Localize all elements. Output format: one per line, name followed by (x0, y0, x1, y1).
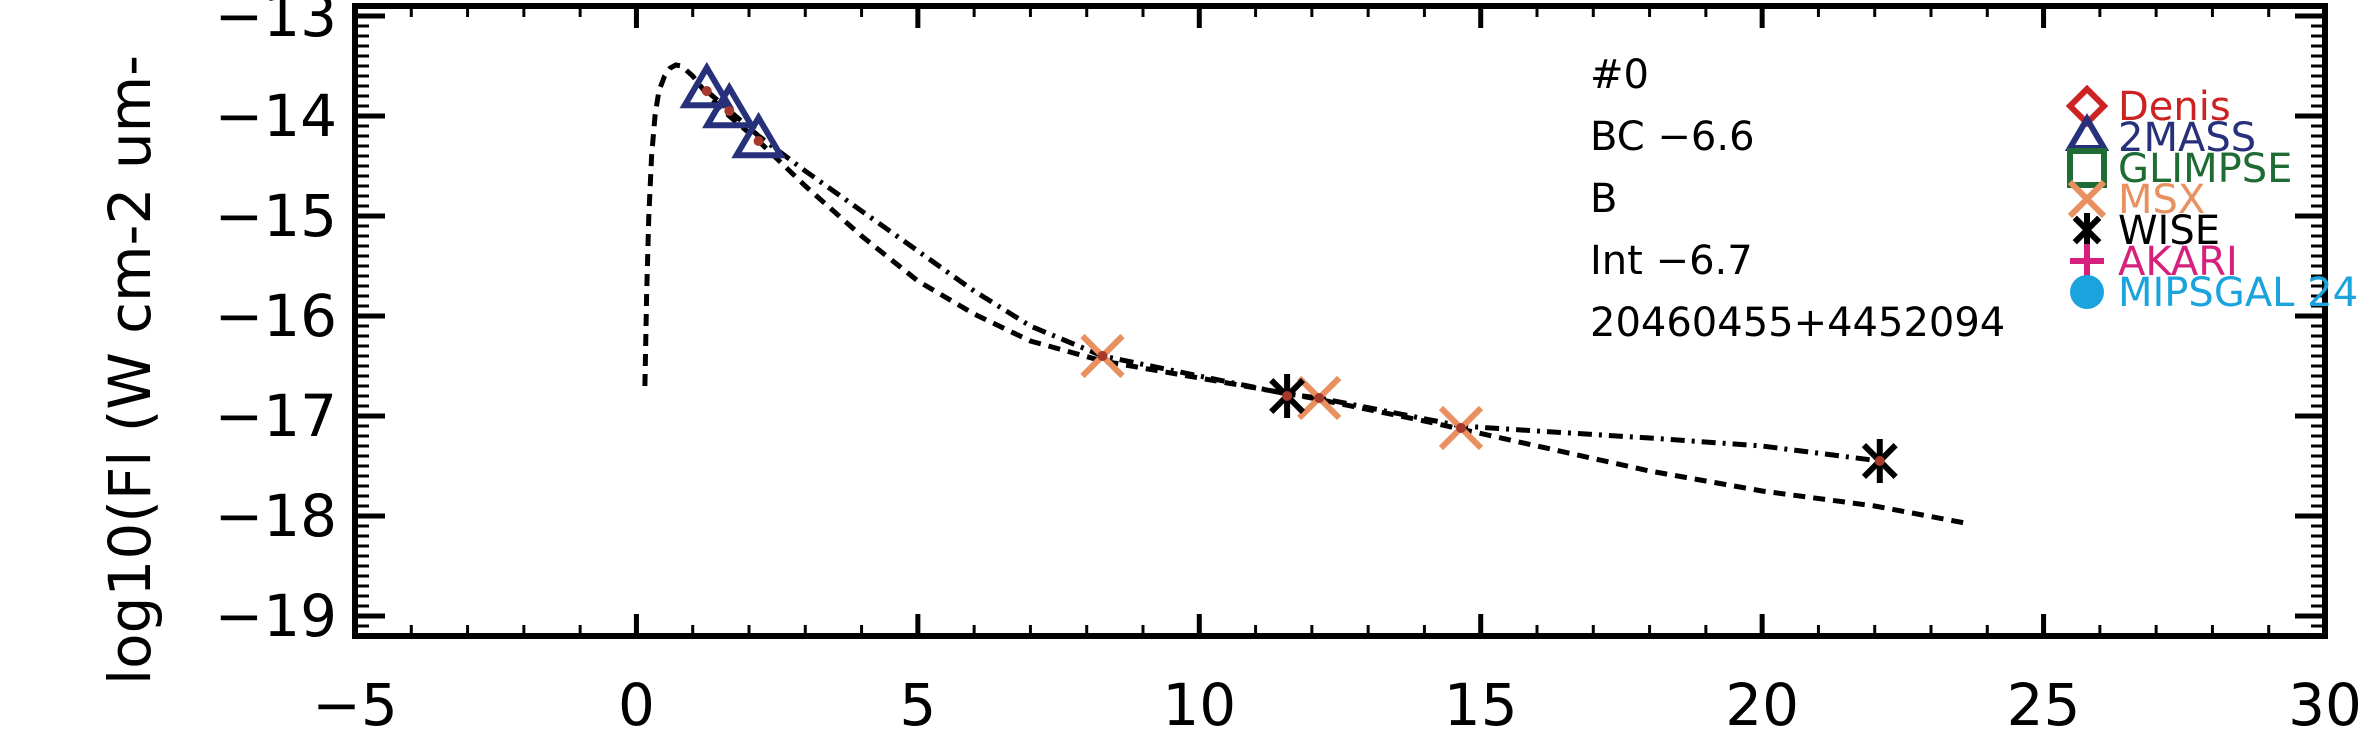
x-tick-label: 30 (2288, 671, 2361, 739)
y-tick-label: −14 (215, 82, 337, 150)
data-point-dot (1456, 423, 1467, 433)
y-tick-label: −17 (215, 382, 337, 450)
annotation-line: #0 (1590, 52, 1649, 98)
data-point-dot (1874, 456, 1885, 466)
legend-wise-symbol (2072, 213, 2102, 247)
legend-label: MSX (2118, 177, 2205, 223)
data-point-dot (1282, 391, 1293, 401)
legend-label: WISE (2118, 208, 2220, 254)
model-curve-dashdot (705, 89, 1881, 464)
y-axis-ticks: −13 −14 −15 −16 −17 −18 −19 (215, 0, 2325, 650)
y-tick-label: −16 (215, 282, 337, 350)
legend-2mass-symbol (2064, 113, 2110, 151)
data-point-dot (701, 86, 712, 96)
plot-frame (352, 3, 2328, 639)
legend-akari-symbol (2070, 244, 2104, 278)
2mass-marker (679, 61, 735, 109)
y-tick-label: −18 (215, 482, 337, 550)
x-tick-label: 5 (899, 671, 936, 739)
data-point-dot (1314, 393, 1325, 403)
x-tick-label: −5 (312, 671, 398, 739)
annotation-line: 20460455+4452094 (1590, 300, 2005, 346)
legend-glimpse-symbol (2067, 148, 2107, 188)
legend-label: GLIMPSE (2118, 146, 2292, 192)
x-tick-label: 20 (1725, 671, 1799, 739)
legend-label: Denis (2118, 84, 2231, 130)
model-curve-dashed (642, 62, 1971, 527)
legend-label: AKARI (2118, 239, 2238, 285)
legend-label: 2MASS (2118, 115, 2256, 161)
x-tick-label: 15 (1444, 671, 1518, 739)
data-point-dot (753, 136, 764, 146)
annotation-block: #0 BC −6.6 B Int −6.7 20460455+4452094 (1590, 52, 2005, 346)
y-axis-label: log10(Fl (W cm-2 um- (96, 55, 164, 685)
x-tick-label: 0 (618, 671, 655, 739)
data-markers (679, 61, 1898, 483)
annotation-line: Int −6.7 (1590, 238, 1753, 284)
legend-msx-symbol (2067, 179, 2107, 219)
plot-border (352, 3, 2328, 639)
x-tick-label: 25 (2007, 671, 2081, 739)
2mass-marker (731, 111, 786, 159)
data-point-dot (1097, 351, 1108, 361)
x-axis-ticks: −5 0 5 10 15 20 25 30 (312, 6, 2361, 739)
legend-label: MIPSGAL 24 (2118, 270, 2358, 316)
x-tick-label: 10 (1162, 671, 1236, 739)
data-point-dot (724, 106, 735, 116)
legend-mipsgal-24-symbol (2070, 275, 2104, 309)
y-tick-label: −13 (215, 0, 337, 50)
2mass-marker (702, 81, 757, 129)
annotation-line: B (1590, 176, 1617, 222)
model-curves (642, 62, 1971, 527)
annotation-line: BC −6.6 (1590, 114, 1755, 160)
y-tick-label: −15 (215, 182, 337, 250)
y-tick-label: −19 (215, 582, 337, 650)
